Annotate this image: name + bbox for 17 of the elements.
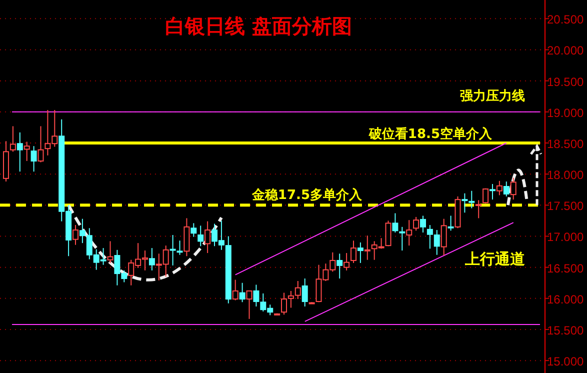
ref-line-label: 强力压力线 [460,88,525,104]
y-tick-label: 20.500 [547,12,584,27]
y-tick-label: 15.000 [547,354,584,369]
y-tick-label: 17.500 [547,199,584,214]
ref-line-label: 破位看18.5空单介入 [368,126,493,142]
y-tick-label: 16.000 [547,292,584,306]
y-tick-label: 19.000 [547,106,584,120]
text: 白银日线 盘面分析图 [165,14,352,38]
y-tick-label: 18.500 [547,136,584,151]
y-tick-label: 17.000 [547,230,584,244]
y-tick-label: 15.500 [547,323,584,338]
y-tick-label: 19.500 [547,74,584,89]
y-tick-label: 16.500 [547,261,584,276]
annotation: 上行通道 [464,250,526,268]
y-tick-label: 18.000 [547,168,584,182]
ref-line-label: 金稳17.5多单介入 [250,187,363,204]
y-tick-label: 20.000 [547,44,584,58]
